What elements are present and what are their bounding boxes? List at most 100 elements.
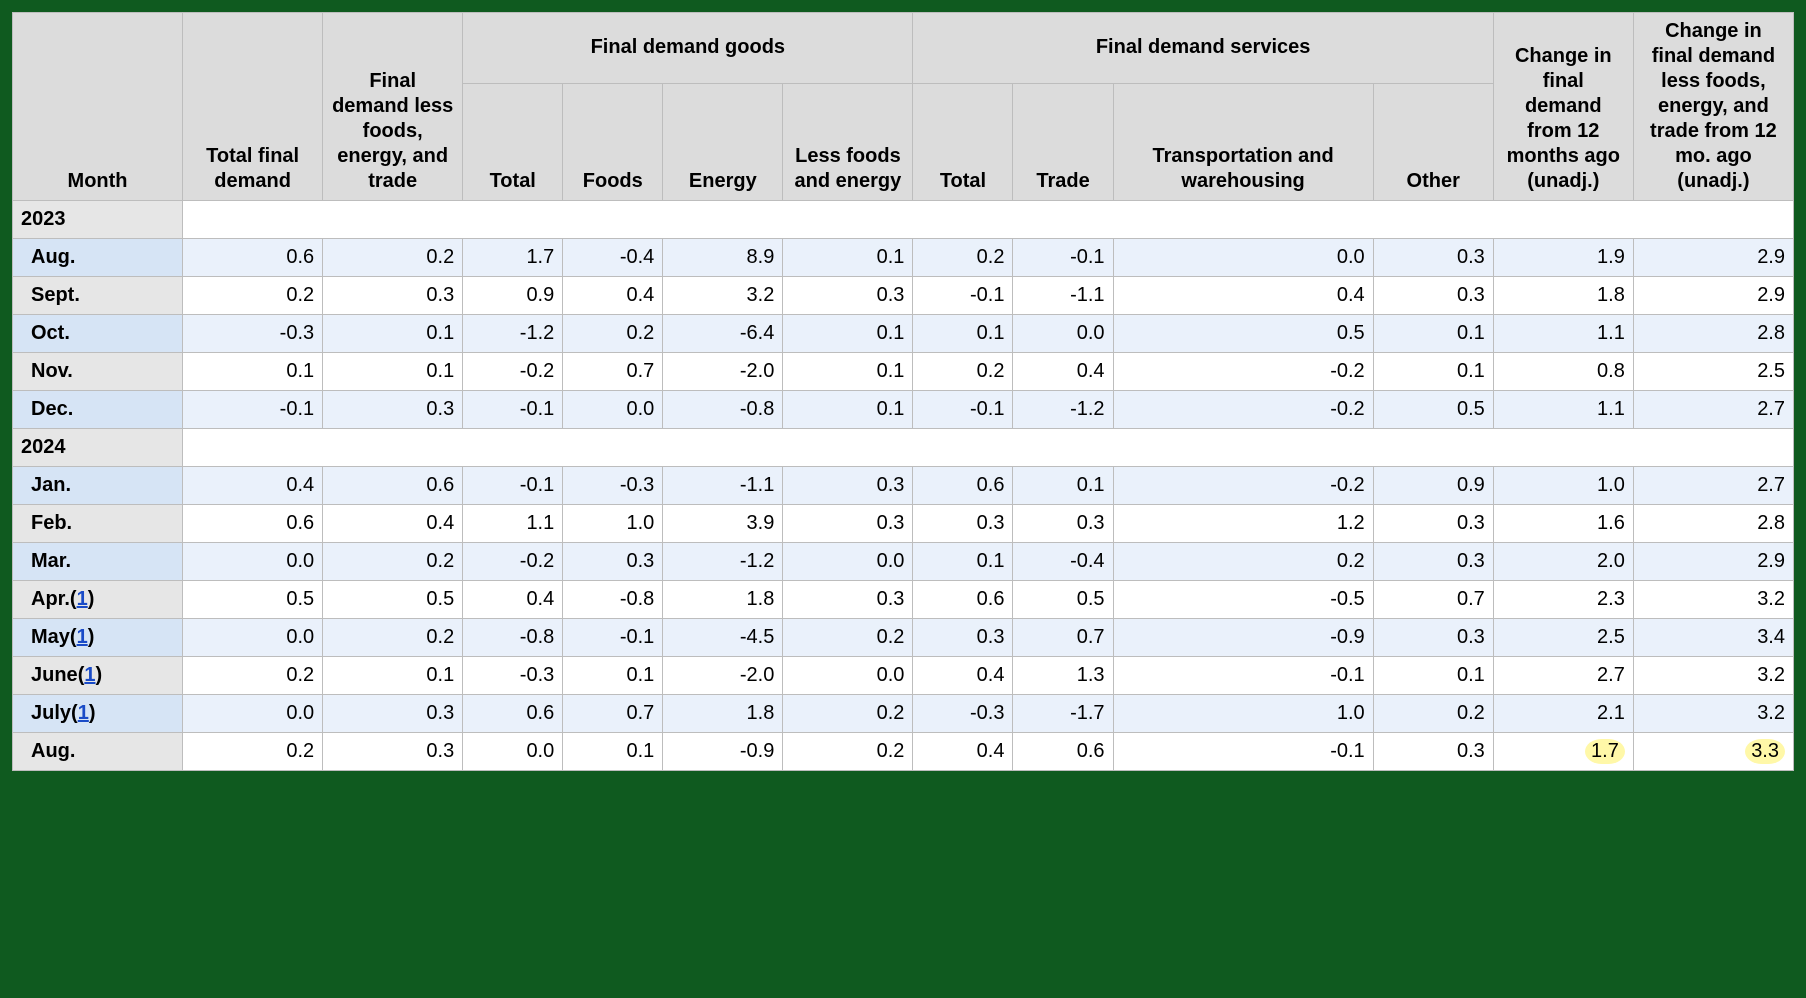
data-cell: 0.7 — [563, 695, 663, 733]
data-cell: -0.9 — [663, 733, 783, 771]
data-cell: 0.4 — [463, 581, 563, 619]
data-cell: -0.4 — [563, 239, 663, 277]
month-cell: Mar. — [13, 543, 183, 581]
data-cell: 1.0 — [1113, 695, 1373, 733]
data-cell: 0.3 — [323, 391, 463, 429]
data-cell: 0.9 — [1373, 467, 1493, 505]
data-cell: 2.7 — [1493, 657, 1633, 695]
data-cell: 0.3 — [783, 505, 913, 543]
data-cell: 1.8 — [1493, 277, 1633, 315]
year-row: 2023 — [13, 201, 1794, 239]
data-cell: 1.3 — [1013, 657, 1113, 695]
data-cell: 0.1 — [913, 315, 1013, 353]
data-cell: -0.4 — [1013, 543, 1113, 581]
data-cell: 0.3 — [913, 619, 1013, 657]
data-cell: 2.9 — [1633, 239, 1793, 277]
month-cell: Jan. — [13, 467, 183, 505]
data-cell: 0.2 — [183, 657, 323, 695]
data-cell: -0.1 — [1113, 657, 1373, 695]
data-cell: 0.4 — [563, 277, 663, 315]
data-cell: 2.0 — [1493, 543, 1633, 581]
data-cell: -0.1 — [1113, 733, 1373, 771]
data-cell: 1.8 — [663, 581, 783, 619]
month-cell: Aug. — [13, 239, 183, 277]
data-cell: 0.5 — [1113, 315, 1373, 353]
table-row: Nov.0.10.1-0.20.7-2.00.10.20.4-0.20.10.8… — [13, 353, 1794, 391]
table-row: Apr.(1)0.50.50.4-0.81.80.30.60.5-0.50.72… — [13, 581, 1794, 619]
table-row: Aug.0.20.30.00.1-0.90.20.40.6-0.10.31.73… — [13, 733, 1794, 771]
data-cell: 0.1 — [913, 543, 1013, 581]
data-cell: 0.2 — [323, 619, 463, 657]
month-cell: Nov. — [13, 353, 183, 391]
data-cell: 1.6 — [1493, 505, 1633, 543]
table-body: 2023Aug.0.60.21.7-0.48.90.10.2-0.10.00.3… — [13, 201, 1794, 771]
data-cell: 0.0 — [1113, 239, 1373, 277]
data-cell: 0.7 — [1373, 581, 1493, 619]
highlighted-value: 3.3 — [1745, 739, 1785, 764]
footnote-link[interactable]: 1 — [84, 664, 95, 686]
data-cell: -1.2 — [663, 543, 783, 581]
table-frame: Month Total final demand Final demand le… — [0, 0, 1806, 783]
data-cell: -0.1 — [913, 277, 1013, 315]
highlighted-value: 1.7 — [1585, 739, 1625, 764]
table-row: Feb.0.60.41.11.03.90.30.30.31.20.31.62.8 — [13, 505, 1794, 543]
data-cell: 0.1 — [323, 353, 463, 391]
data-cell: 3.4 — [1633, 619, 1793, 657]
data-cell: 0.6 — [323, 467, 463, 505]
data-cell: -4.5 — [663, 619, 783, 657]
col-foods: Foods — [563, 83, 663, 200]
data-cell: 3.9 — [663, 505, 783, 543]
data-cell: 0.3 — [1373, 619, 1493, 657]
data-cell: 0.3 — [1373, 505, 1493, 543]
data-cell: 0.3 — [1373, 733, 1493, 771]
footnote-link[interactable]: 1 — [77, 588, 88, 610]
data-cell: 0.1 — [563, 733, 663, 771]
data-cell: -1.1 — [1013, 277, 1113, 315]
data-cell: 0.2 — [783, 733, 913, 771]
data-cell: 0.4 — [913, 733, 1013, 771]
data-cell: 1.9 — [1493, 239, 1633, 277]
data-cell: 0.3 — [1373, 277, 1493, 315]
data-cell: 0.3 — [913, 505, 1013, 543]
data-cell: 2.9 — [1633, 543, 1793, 581]
month-cell: Dec. — [13, 391, 183, 429]
table-row: June(1)0.20.1-0.30.1-2.00.00.41.3-0.10.1… — [13, 657, 1794, 695]
data-cell: 0.7 — [563, 353, 663, 391]
data-cell: 2.7 — [1633, 467, 1793, 505]
data-cell: 0.1 — [1373, 315, 1493, 353]
data-cell: -0.8 — [563, 581, 663, 619]
data-cell: 0.0 — [783, 657, 913, 695]
data-cell: 2.8 — [1633, 505, 1793, 543]
data-cell: 0.2 — [913, 353, 1013, 391]
footnote-link[interactable]: 1 — [77, 626, 88, 648]
data-cell: 0.3 — [323, 695, 463, 733]
data-cell: -0.2 — [1113, 353, 1373, 391]
month-cell: Feb. — [13, 505, 183, 543]
data-cell: 0.2 — [563, 315, 663, 353]
data-cell: 0.2 — [783, 695, 913, 733]
data-cell: 2.3 — [1493, 581, 1633, 619]
data-cell: 0.4 — [183, 467, 323, 505]
month-cell: Oct. — [13, 315, 183, 353]
data-cell: 1.1 — [1493, 391, 1633, 429]
data-cell: 0.8 — [1493, 353, 1633, 391]
data-cell: 0.3 — [783, 581, 913, 619]
data-cell: 0.4 — [323, 505, 463, 543]
year-label: 2024 — [13, 429, 183, 467]
data-cell: 2.8 — [1633, 315, 1793, 353]
data-cell: 0.6 — [463, 695, 563, 733]
col-trade: Trade — [1013, 83, 1113, 200]
data-cell: 0.2 — [323, 239, 463, 277]
data-cell: 1.1 — [1493, 315, 1633, 353]
data-cell: 0.6 — [913, 581, 1013, 619]
data-cell: 1.7 — [463, 239, 563, 277]
col-services-total: Total — [913, 83, 1013, 200]
data-cell: 0.7 — [1013, 619, 1113, 657]
month-cell: May(1) — [13, 619, 183, 657]
data-cell: -0.1 — [1013, 239, 1113, 277]
data-cell: 1.7 — [1493, 733, 1633, 771]
col-energy: Energy — [663, 83, 783, 200]
data-cell: 0.3 — [323, 733, 463, 771]
data-cell: -0.8 — [463, 619, 563, 657]
footnote-link[interactable]: 1 — [78, 702, 89, 724]
